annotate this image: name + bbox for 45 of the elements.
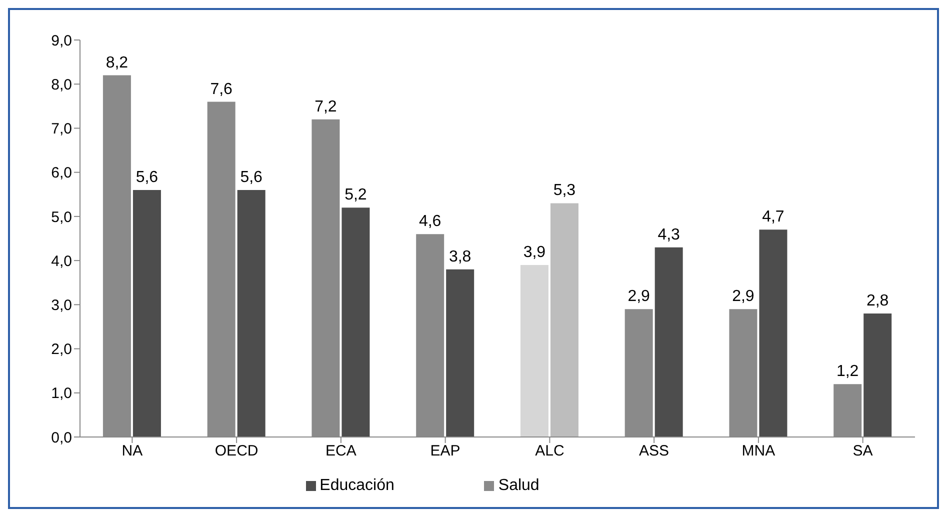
data-label: 5,3: [553, 182, 576, 200]
x-tick-label: OECD: [214, 442, 258, 460]
data-label: 7,6: [210, 80, 233, 98]
data-label: 2,8: [866, 292, 889, 310]
data-label: 1,2: [836, 363, 859, 380]
x-tick-label: ASS: [639, 442, 670, 460]
bar: [342, 208, 370, 437]
y-tick-label: 4,0: [51, 252, 72, 270]
legend-label: Educación: [320, 477, 394, 494]
data-label: 3,8: [448, 248, 472, 266]
y-tick-label: 0,0: [51, 429, 72, 446]
bar: [446, 269, 474, 437]
bar: [520, 264, 548, 437]
bar: [864, 313, 892, 437]
bar: [237, 190, 266, 437]
y-tick-label: 3,0: [51, 296, 72, 314]
data-label: 4,6: [418, 213, 442, 230]
data-label: 4,7: [762, 208, 784, 226]
y-tick-label: 9,0: [51, 32, 72, 50]
bar: [654, 247, 683, 437]
data-label: 2,9: [628, 288, 650, 306]
legend-label: Salud: [498, 477, 540, 494]
data-label: 5,6: [136, 168, 158, 186]
bar: [759, 230, 788, 437]
y-tick-label: 5,0: [51, 208, 72, 226]
y-tick-label: 2,0: [51, 341, 72, 358]
y-tick-label: 7,0: [51, 120, 72, 138]
data-label: 8,2: [106, 54, 128, 72]
data-label: 5,2: [344, 186, 367, 204]
bar: [550, 203, 578, 437]
x-tick-label: EAP: [430, 442, 460, 460]
y-tick-label: 8,0: [51, 76, 72, 94]
data-label: 7,2: [314, 98, 337, 116]
bar: [132, 190, 161, 437]
x-tick-label: ECA: [326, 442, 356, 460]
x-tick-label: NA: [122, 442, 143, 460]
data-label: 4,3: [658, 226, 680, 244]
x-tick-label: ALC: [535, 442, 564, 460]
x-tick-label: SA: [852, 442, 873, 460]
data-label: 2,9: [732, 288, 754, 306]
x-tick-label: MNA: [742, 442, 776, 460]
data-label: 3,9: [523, 244, 546, 261]
data-label: 5,6: [240, 168, 263, 186]
y-tick-label: 1,0: [51, 385, 72, 402]
y-tick-label: 6,0: [51, 164, 72, 182]
